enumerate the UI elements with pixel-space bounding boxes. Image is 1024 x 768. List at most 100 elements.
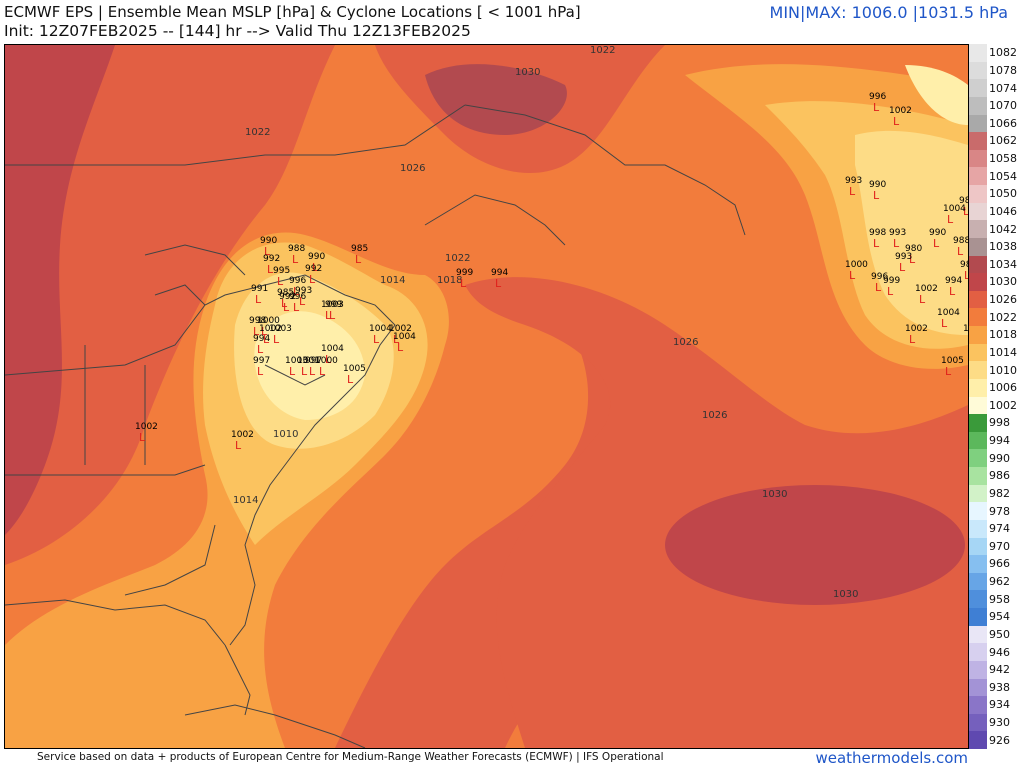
colorbar-label: 966 xyxy=(989,557,1010,571)
colorbar-swatch xyxy=(969,572,987,591)
colorbar-swatch xyxy=(969,660,987,679)
low-marker-icon: L xyxy=(947,213,954,226)
colorbar-label: 950 xyxy=(989,627,1010,641)
low-marker-icon: L xyxy=(293,285,300,298)
low-marker-icon: L xyxy=(309,273,316,286)
colorbar-step: 1030 xyxy=(969,273,1020,291)
colorbar-step: 998 xyxy=(969,414,1020,432)
field-1010-east xyxy=(855,130,968,335)
cyclone-pressure-label: 990 xyxy=(308,252,325,262)
low-marker-icon: L xyxy=(309,365,316,378)
colorbar-step: 978 xyxy=(969,502,1020,520)
cyclone-pressure-label: 1000 xyxy=(315,356,338,366)
colorbar-label: 954 xyxy=(989,610,1010,624)
colorbar-swatch xyxy=(969,678,987,697)
low-marker-icon: L xyxy=(355,253,362,266)
cyclone-marker[interactable]: 983L xyxy=(960,260,968,282)
cyclone-pressure-label: 988 xyxy=(953,236,968,246)
cyclone-pressure-label: 997 xyxy=(253,356,270,366)
cyclone-pressure-label: 999 xyxy=(883,276,900,286)
field-1030-west xyxy=(5,45,115,535)
colorbar-label: 982 xyxy=(989,486,1010,500)
pressure-map[interactable]: 1022 1030 1022 1026 1018 1014 1022 1026 1026 1010… xyxy=(4,44,969,749)
cyclone-pressure-label: 993 xyxy=(295,286,312,296)
colorbar-label: 930 xyxy=(989,716,1010,730)
cyclone-pressure-label: 993 xyxy=(889,228,906,238)
low-marker-icon: L xyxy=(293,301,300,314)
low-marker-icon: L xyxy=(283,301,290,314)
site-link[interactable]: weathermodels.com xyxy=(815,749,968,767)
low-marker-icon: L xyxy=(899,261,906,274)
low-marker-icon: L xyxy=(397,341,404,354)
cyclone-markers: 996L1002L993L990L982L1004L998L993L990L98… xyxy=(135,92,968,452)
low-marker-icon: L xyxy=(460,277,467,290)
colorbar-swatch xyxy=(969,326,987,344)
cyclone-pressure-label: 999 xyxy=(325,300,342,310)
low-marker-icon: L xyxy=(281,297,288,310)
colorbar-step: 1082 xyxy=(969,44,1020,62)
colorbar-swatch xyxy=(969,396,987,415)
colorbar-step: 962 xyxy=(969,572,1020,591)
cyclone-pressure-label: 996 xyxy=(289,292,306,302)
colorbar-label: 1002 xyxy=(989,398,1017,412)
low-marker-icon: L xyxy=(963,205,968,218)
cyclone-pressure-label: 1000 xyxy=(257,316,280,326)
colorbar-step: 1046 xyxy=(969,202,1020,221)
cyclone-marker[interactable]: 982L xyxy=(959,196,968,218)
